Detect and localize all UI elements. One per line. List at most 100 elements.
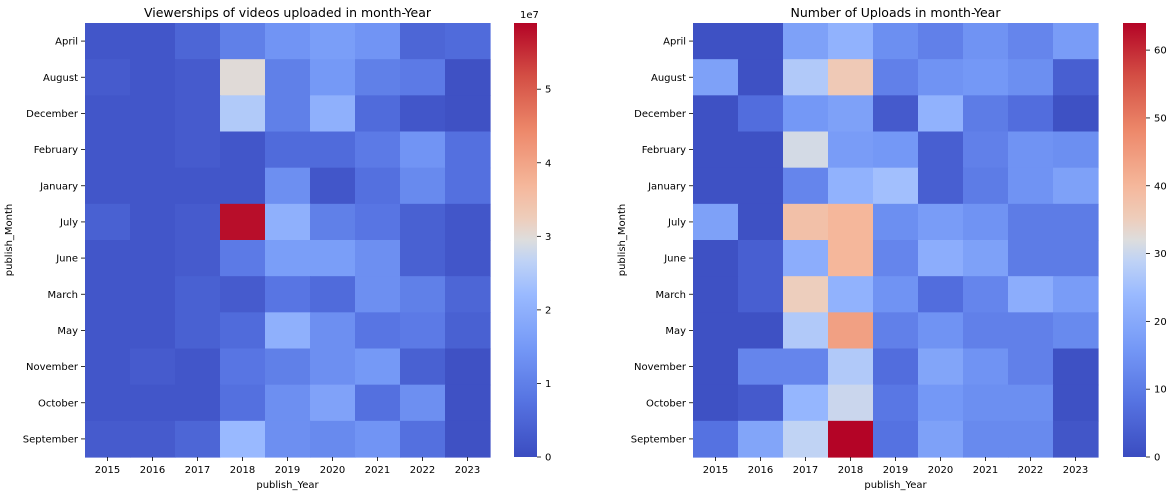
heatmap-cell bbox=[693, 420, 739, 458]
heatmap-cell bbox=[310, 420, 356, 458]
y-axis-label: publish_Month bbox=[617, 204, 628, 276]
heatmap-cell bbox=[828, 167, 874, 205]
heatmap-cell bbox=[445, 23, 491, 60]
heatmap-cell bbox=[355, 240, 401, 277]
heatmap-cell bbox=[310, 276, 356, 313]
heatmap-cell bbox=[400, 131, 446, 169]
heatmap-cell bbox=[445, 420, 491, 458]
heatmap-cell bbox=[918, 59, 964, 96]
heatmap-cell bbox=[783, 23, 829, 60]
y-tick-label: August bbox=[651, 73, 686, 84]
heatmap-cell bbox=[783, 131, 829, 169]
heatmap-cell bbox=[355, 131, 401, 169]
heatmap-cell bbox=[783, 240, 829, 277]
heatmap-cell bbox=[1008, 312, 1054, 350]
heatmap-cell bbox=[1053, 276, 1099, 313]
heatmap-cell bbox=[445, 240, 491, 277]
heatmap-cell bbox=[355, 95, 401, 133]
heatmap-cell bbox=[130, 59, 176, 96]
heatmap-cell bbox=[445, 348, 491, 386]
heatmap-cell bbox=[310, 167, 356, 205]
heatmap-cell bbox=[783, 348, 829, 386]
heatmap-cell bbox=[873, 276, 919, 313]
heatmap-cell bbox=[220, 420, 266, 458]
heatmap-cell bbox=[693, 167, 739, 205]
heatmap-cell bbox=[918, 23, 964, 60]
heatmap-cell bbox=[738, 420, 784, 458]
heatmap-cell bbox=[1008, 203, 1054, 241]
heatmap-cell bbox=[1008, 131, 1054, 169]
y-tick-label: October bbox=[646, 398, 687, 409]
heatmap-cell bbox=[738, 167, 784, 205]
x-tick-label: 2017 bbox=[185, 465, 210, 476]
heatmap-cell bbox=[963, 384, 1009, 422]
heatmap-cell bbox=[1053, 203, 1099, 241]
y-tick-label: September bbox=[631, 434, 687, 445]
uploads-heatmap: Number of Uploads in month-Year April Augu… bbox=[617, 5, 1167, 491]
colorbar-tick-label: 20 bbox=[1154, 317, 1167, 328]
heatmap-cell bbox=[175, 23, 221, 60]
heatmap-cell bbox=[355, 276, 401, 313]
heatmap-cell bbox=[85, 312, 131, 350]
heatmap-cell bbox=[175, 59, 221, 96]
heatmap-cell bbox=[400, 240, 446, 277]
heatmap-cell bbox=[738, 59, 784, 96]
heatmap-cell bbox=[85, 348, 131, 386]
colorbar-tick-label: 40 bbox=[1154, 181, 1167, 192]
heatmap-cell bbox=[693, 348, 739, 386]
heatmap-cell bbox=[963, 131, 1009, 169]
y-tick-label: April bbox=[663, 37, 686, 48]
y-tick-label: March bbox=[48, 290, 78, 301]
heatmap-cell bbox=[310, 59, 356, 96]
heatmap-cell bbox=[828, 420, 874, 458]
heatmap-cell bbox=[85, 131, 131, 169]
heatmap-cell bbox=[918, 420, 964, 458]
heatmap-cell bbox=[265, 420, 311, 458]
heatmap-cell bbox=[963, 95, 1009, 133]
x-tick-label: 2021 bbox=[365, 465, 390, 476]
y-tick-label: November bbox=[26, 362, 79, 373]
heatmap-cell bbox=[445, 312, 491, 350]
y-tick-label: October bbox=[38, 398, 79, 409]
heatmap-cell bbox=[85, 420, 131, 458]
heatmap-cell bbox=[400, 23, 446, 60]
chart-title: Viewerships of videos uploaded in month-… bbox=[144, 5, 432, 20]
heatmap-cell bbox=[130, 203, 176, 241]
heatmap-cell bbox=[783, 203, 829, 241]
heatmap-cell bbox=[310, 348, 356, 386]
heatmap-cell bbox=[130, 312, 176, 350]
heatmap-cell bbox=[693, 312, 739, 350]
heatmap-cell bbox=[873, 420, 919, 458]
heatmap-cell bbox=[445, 384, 491, 422]
heatmap-cell bbox=[400, 384, 446, 422]
colorbar-tick-label: 60 bbox=[1154, 46, 1167, 57]
y-tick-label: June bbox=[663, 254, 686, 265]
heatmap-cell bbox=[175, 203, 221, 241]
y-tick-label: January bbox=[647, 181, 686, 192]
heatmap-cell bbox=[130, 240, 176, 277]
heatmap-cell bbox=[1053, 131, 1099, 169]
heatmap-cell bbox=[873, 23, 919, 60]
heatmap-cell bbox=[783, 95, 829, 133]
y-tick-label: April bbox=[55, 37, 78, 48]
heatmap-cell bbox=[918, 131, 964, 169]
heatmap-cell bbox=[130, 348, 176, 386]
chart-title: Number of Uploads in month-Year bbox=[791, 5, 1002, 20]
heatmap-cell bbox=[220, 59, 266, 96]
heatmap-cell bbox=[918, 348, 964, 386]
heatmap-cell bbox=[310, 312, 356, 350]
heatmap-cell bbox=[130, 131, 176, 169]
heatmap-cell bbox=[828, 95, 874, 133]
heatmap-cell bbox=[355, 384, 401, 422]
colorbar-tick-label: 30 bbox=[1154, 249, 1167, 260]
heatmap-cell bbox=[693, 276, 739, 313]
y-tick-label: May bbox=[57, 326, 78, 337]
heatmap-cell bbox=[738, 23, 784, 60]
heatmap-cell bbox=[265, 276, 311, 313]
heatmap-cell bbox=[85, 59, 131, 96]
heatmap-cell bbox=[220, 312, 266, 350]
heatmap-cell bbox=[400, 312, 446, 350]
heatmap-cell bbox=[963, 312, 1009, 350]
heatmap-cell bbox=[85, 203, 131, 241]
